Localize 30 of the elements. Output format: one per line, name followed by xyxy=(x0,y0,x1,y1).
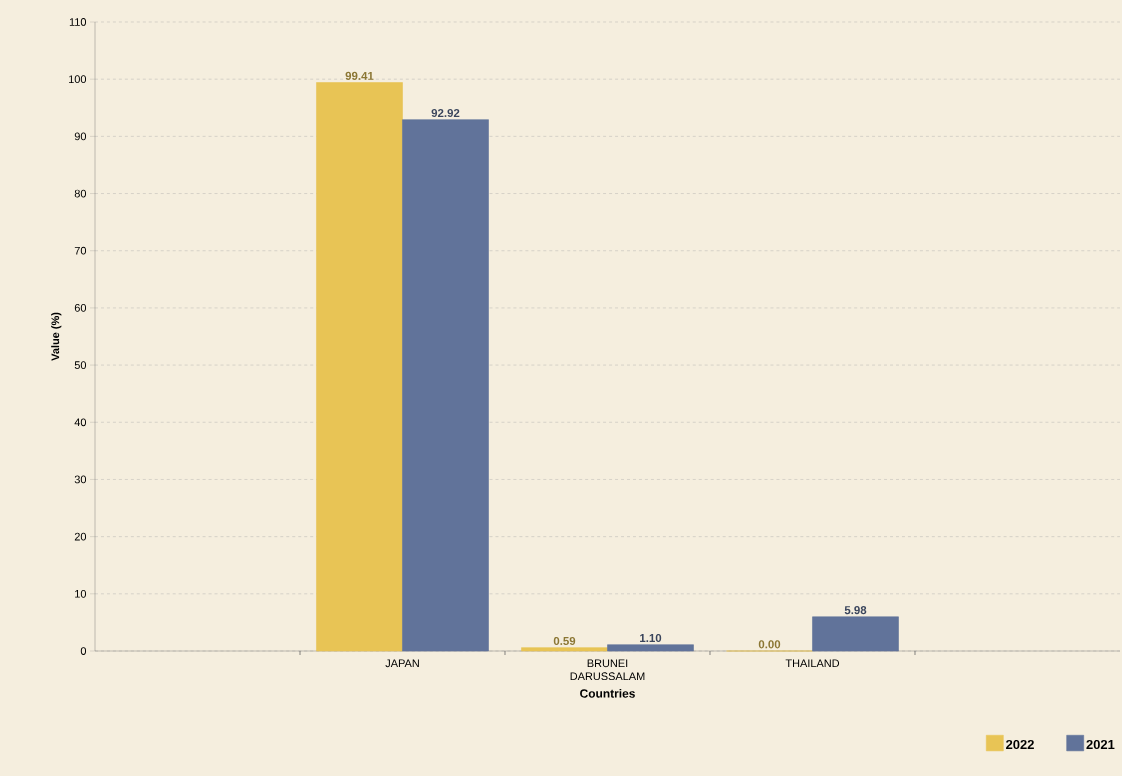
x-tick-label: BRUNEI DARUSSALAM xyxy=(570,659,645,681)
x-axis-title: Countries xyxy=(580,688,635,698)
legend-label: 2021 xyxy=(1086,739,1115,750)
legend-label: 2022 xyxy=(1006,739,1034,750)
y-tick-label: 50 xyxy=(74,361,87,369)
y-tick-label: 100 xyxy=(69,75,87,84)
y-tick-label: 80 xyxy=(74,189,87,198)
data-label: 5.98 xyxy=(844,606,867,615)
data-label: 0.00 xyxy=(758,640,781,649)
bar xyxy=(316,82,403,652)
y-axis-title: Value (%) xyxy=(51,312,62,361)
data-label: 99.41 xyxy=(345,71,374,80)
data-label: 0.59 xyxy=(553,636,576,645)
y-tick-label: 0 xyxy=(80,647,87,655)
bar xyxy=(402,119,489,652)
y-tick-label: 90 xyxy=(74,132,87,141)
data-label: 92.92 xyxy=(431,108,460,118)
x-tick-label: THAILAND xyxy=(785,659,840,668)
y-tick-label: 10 xyxy=(75,589,87,598)
x-tick-label: JAPAN xyxy=(385,659,419,668)
data-label: 1.10 xyxy=(640,633,662,643)
bar xyxy=(521,647,608,652)
y-tick-label: 30 xyxy=(74,475,87,484)
bar xyxy=(607,644,694,652)
y-tick-label: 70 xyxy=(74,246,87,255)
bar xyxy=(812,616,899,652)
y-tick-label: 40 xyxy=(74,418,87,427)
y-tick-label: 60 xyxy=(74,304,87,312)
y-tick-label: 20 xyxy=(74,532,87,541)
y-tick-label: 110 xyxy=(69,18,87,26)
